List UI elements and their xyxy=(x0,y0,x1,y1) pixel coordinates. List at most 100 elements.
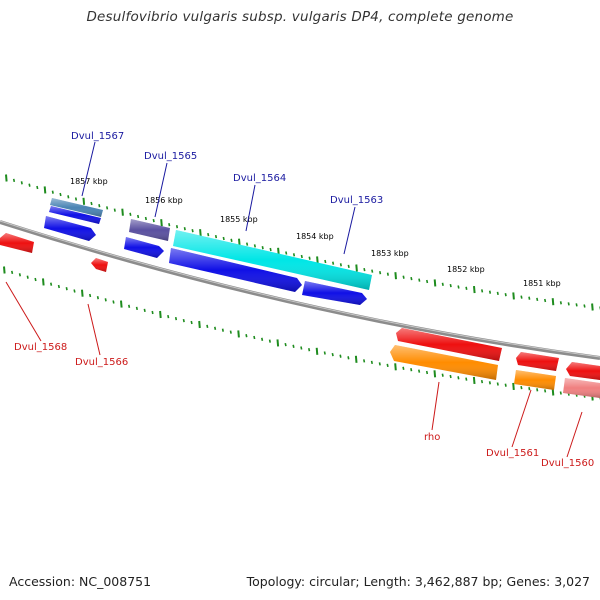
inner-tick-14 xyxy=(112,300,115,304)
outer-tick-67 xyxy=(528,296,531,300)
label-dvul-1561[interactable]: Dvul_1561 xyxy=(486,448,539,459)
forward-gene-labels: Dvul_1567 Dvul_1565 Dvul_1564 Dvul_1563 xyxy=(71,131,383,206)
inner-tick-36 xyxy=(284,342,287,347)
inner-tick-29 xyxy=(229,330,232,334)
reverse-genes xyxy=(0,233,600,398)
inner-tick-44 xyxy=(347,356,350,360)
inner-tick-58 xyxy=(457,376,460,380)
inner-tick-15 xyxy=(120,300,123,308)
outer-tick-55 xyxy=(433,279,437,287)
label-dvul-1566[interactable]: Dvul_1566 xyxy=(75,357,128,368)
inner-tick-32 xyxy=(253,335,256,340)
outer-tick-42 xyxy=(332,261,335,265)
outer-tick-40 xyxy=(316,256,319,264)
scale-label-1856: 1856 kbp xyxy=(145,196,183,205)
genome-backbone xyxy=(0,220,600,360)
inner-tick-56 xyxy=(441,373,444,377)
outer-tick-45 xyxy=(355,264,358,272)
outer-tick-68 xyxy=(536,297,539,302)
inner-tick-8 xyxy=(65,287,68,291)
scale-label-1854: 1854 kbp xyxy=(296,232,334,241)
inner-tick-11 xyxy=(89,293,92,298)
inner-tick-26 xyxy=(206,324,209,329)
outer-tick-8 xyxy=(67,195,70,199)
outer-tick-9 xyxy=(74,197,78,201)
inner-tick-19 xyxy=(151,310,154,315)
outer-tick-19 xyxy=(152,218,155,223)
inner-tick-0 xyxy=(3,266,6,274)
outer-tick-62 xyxy=(488,290,492,294)
inner-tick-69 xyxy=(544,389,547,393)
reverse-gene-labels: Dvul_1568 Dvul_1566 rho Dvul_1561 Dvul_1… xyxy=(14,342,594,469)
outer-tick-3 xyxy=(28,183,31,187)
outer-tick-66 xyxy=(520,295,523,299)
inner-tick-25 xyxy=(198,320,201,329)
outer-tick-64 xyxy=(504,293,507,297)
inner-tick-46 xyxy=(363,359,366,363)
outer-tick-2 xyxy=(20,181,23,185)
inner-tick-22 xyxy=(174,316,178,321)
inner-tick-23 xyxy=(182,318,185,323)
inner-tick-63 xyxy=(496,382,499,386)
outer-tick-27 xyxy=(214,234,218,239)
scale-label-1851: 1851 kbp xyxy=(523,279,561,288)
label-dvul-1560[interactable]: Dvul_1560 xyxy=(541,458,594,469)
label-dvul-1568[interactable]: Dvul_1568 xyxy=(14,342,67,353)
inner-tick-2 xyxy=(18,273,21,277)
inner-tick-12 xyxy=(96,296,99,300)
outer-tick-16 xyxy=(129,212,132,216)
inner-tick-31 xyxy=(245,334,248,338)
inner-tick-21 xyxy=(167,314,170,319)
inner-tick-1 xyxy=(11,270,14,275)
outer-tick-74 xyxy=(583,304,586,308)
outer-tick-22 xyxy=(175,225,179,229)
outer-tick-47 xyxy=(371,269,374,273)
outer-scale-ticks xyxy=(5,174,600,311)
inner-tick-9 xyxy=(73,289,76,293)
label-rho[interactable]: rho xyxy=(424,432,440,443)
inner-tick-61 xyxy=(480,379,484,384)
inner-tick-52 xyxy=(410,368,413,372)
label-dvul-1565[interactable]: Dvul_1565 xyxy=(144,151,197,162)
outer-tick-60 xyxy=(473,286,476,294)
scale-label-1857: 1857 kbp xyxy=(70,177,108,186)
topology-text: Topology: circular; Length: 3,462,887 bp… xyxy=(246,574,590,589)
scale-label-1852: 1852 kbp xyxy=(447,265,485,274)
inner-tick-45 xyxy=(354,355,358,363)
accession-text: Accession: NC_008751 xyxy=(9,574,152,589)
forward-genes xyxy=(44,198,372,305)
outer-tick-50 xyxy=(394,272,397,280)
outer-tick-63 xyxy=(496,291,499,296)
outer-tick-39 xyxy=(308,256,311,260)
inner-tick-13 xyxy=(104,298,107,302)
inner-tick-42 xyxy=(331,352,334,357)
outer-tick-34 xyxy=(269,247,272,252)
outer-tick-65 xyxy=(512,292,515,300)
outer-tick-44 xyxy=(347,264,350,269)
label-dvul-1567[interactable]: Dvul_1567 xyxy=(71,131,124,142)
inner-tick-71 xyxy=(559,391,562,395)
inner-tick-34 xyxy=(268,339,271,343)
label-dvul-1563[interactable]: Dvul_1563 xyxy=(330,195,383,206)
outer-tick-41 xyxy=(324,259,327,264)
inner-tick-39 xyxy=(308,348,311,352)
outer-tick-13 xyxy=(106,206,109,210)
inner-tick-40 xyxy=(315,347,319,355)
label-dvul-1564[interactable]: Dvul_1564 xyxy=(233,173,286,184)
outer-tick-36 xyxy=(285,251,288,255)
inner-tick-18 xyxy=(143,308,146,313)
outer-tick-49 xyxy=(386,272,389,276)
outer-tick-5 xyxy=(43,186,47,194)
outer-tick-69 xyxy=(544,298,547,303)
inner-tick-62 xyxy=(488,381,491,385)
outer-tick-48 xyxy=(379,271,382,275)
outer-tick-0 xyxy=(5,174,8,182)
outer-tick-15 xyxy=(121,208,124,216)
inner-tick-4 xyxy=(34,277,37,282)
outer-tick-46 xyxy=(363,267,366,272)
outer-tick-33 xyxy=(261,246,264,250)
inner-tick-47 xyxy=(370,360,373,365)
inner-tick-20 xyxy=(159,310,162,319)
outer-tick-20 xyxy=(160,219,163,227)
inner-tick-54 xyxy=(425,370,429,375)
